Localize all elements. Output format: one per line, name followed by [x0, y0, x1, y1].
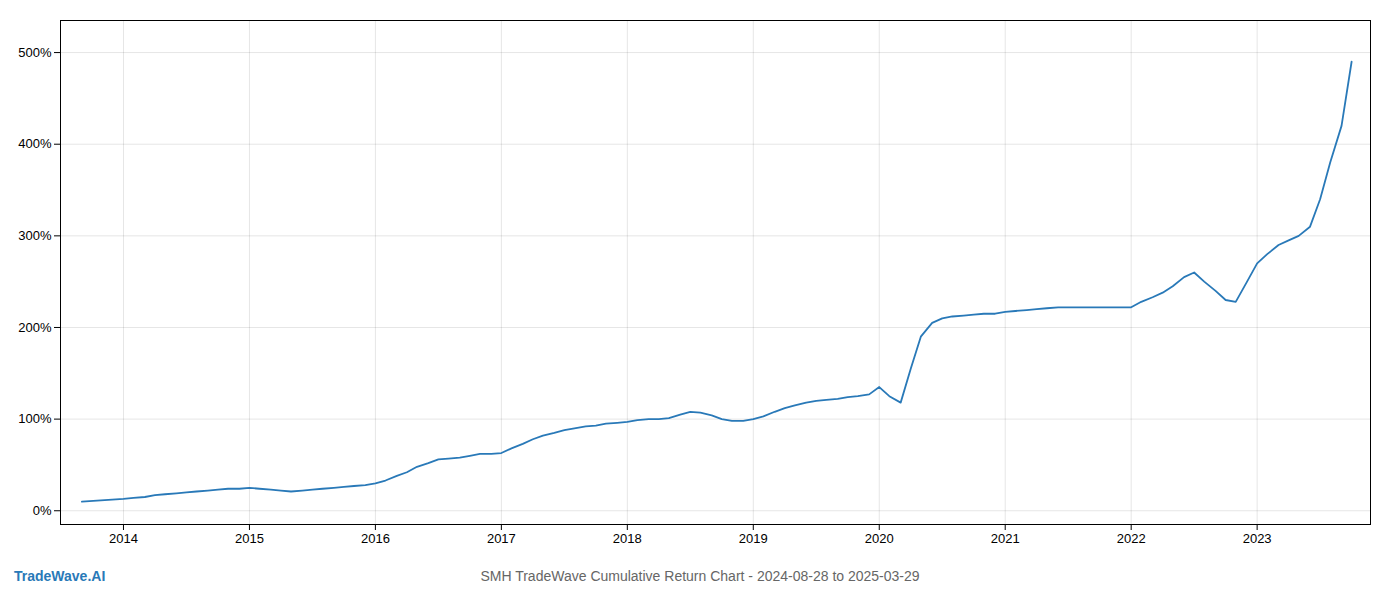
svg-text:2015: 2015	[235, 531, 264, 546]
html-text:TradeWave.AI: TradeWave.AI	[14, 568, 106, 584]
svg-text:400%: 400%	[18, 136, 52, 151]
svg-text:2016: 2016	[361, 531, 390, 546]
svg-text:2017: 2017	[487, 531, 516, 546]
svg-text:100%: 100%	[18, 411, 52, 426]
svg-text:2022: 2022	[1117, 531, 1146, 546]
svg-text:2021: 2021	[991, 531, 1020, 546]
svg-text:2014: 2014	[109, 531, 138, 546]
svg-text:500%: 500%	[18, 45, 52, 60]
svg-text:2019: 2019	[739, 531, 768, 546]
svg-text:2023: 2023	[1243, 531, 1272, 546]
svg-text:0%: 0%	[33, 503, 52, 518]
svg-text:200%: 200%	[18, 320, 52, 335]
svg-text:2018: 2018	[613, 531, 642, 546]
svg-text:2020: 2020	[865, 531, 894, 546]
svg-text:300%: 300%	[18, 228, 52, 243]
html-text:SMH TradeWave Cumulative Retur: SMH TradeWave Cumulative Return Chart - …	[480, 568, 920, 584]
